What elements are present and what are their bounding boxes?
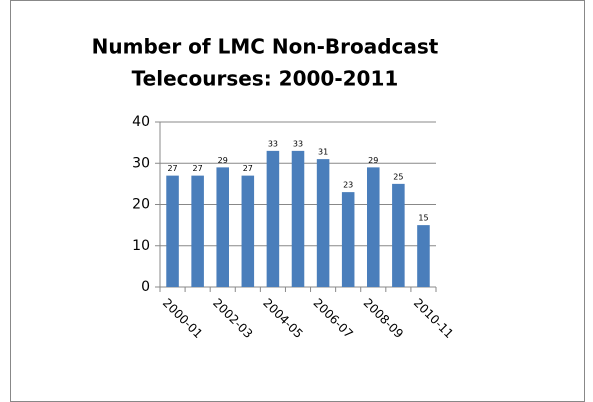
y-tick-label: 40 <box>132 114 150 130</box>
bar <box>316 159 330 287</box>
y-tick-label: 0 <box>141 279 150 295</box>
y-tick-label: 10 <box>132 238 150 254</box>
bar <box>417 225 430 287</box>
chart-title: Number of LMC Non-Broadcast <box>92 35 439 59</box>
chart-title: Telecourses: 2000-2011 <box>132 67 399 91</box>
bar <box>241 175 255 287</box>
bar <box>341 192 355 287</box>
data-label: 33 <box>293 139 303 148</box>
bar <box>367 167 380 287</box>
bar <box>392 183 405 287</box>
data-label: 31 <box>318 148 328 157</box>
y-tick-label: 20 <box>132 197 150 213</box>
data-label: 27 <box>243 164 253 173</box>
bar <box>191 175 204 287</box>
data-label: 33 <box>268 139 278 148</box>
y-tick-label: 30 <box>132 155 150 171</box>
bar <box>166 175 179 287</box>
data-label: 23 <box>343 181 353 190</box>
data-label: 27 <box>193 164 203 173</box>
data-label: 29 <box>218 156 228 165</box>
data-label: 15 <box>418 214 428 223</box>
data-label: 25 <box>393 172 403 181</box>
data-label: 27 <box>167 164 177 173</box>
bar <box>291 150 305 287</box>
data-label: 29 <box>368 156 378 165</box>
bar <box>266 150 280 287</box>
bar <box>216 167 229 287</box>
